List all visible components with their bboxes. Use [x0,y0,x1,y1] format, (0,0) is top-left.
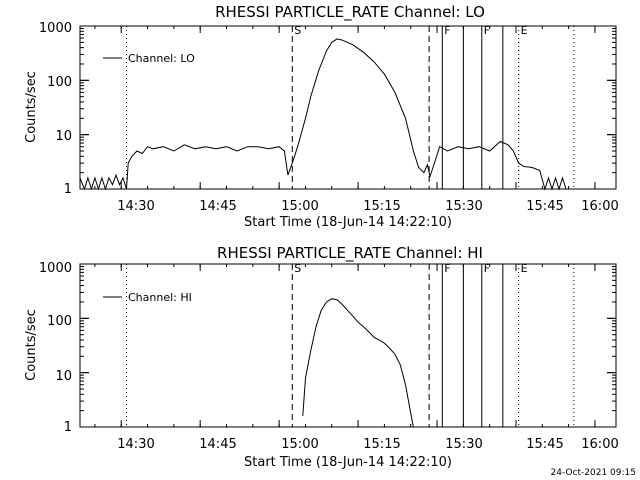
event-marker-label: S [294,262,301,275]
event-marker-label: F [484,24,490,37]
y-tick-label-100: 100 [47,314,72,329]
event-marker-label: S [294,24,301,37]
plot-frame-lo [79,25,617,190]
chart-panel-hi: RHESSI PARTICLE_RATE Channel: HI Counts/… [24,244,619,470]
x-tick-label-1445: 14:45 [199,199,236,214]
y-axis-label-hi: Counts/sec [24,309,39,381]
y-tick-label-1: 1 [64,182,72,197]
y-tick-label-1000: 1000 [39,261,72,276]
legend-label-hi: Channel: HI [128,291,192,304]
series-line [302,298,414,428]
y-tick-label-10: 10 [55,369,72,384]
event-marker-label: E [521,24,528,37]
x-tick-label-1500: 15:00 [281,437,318,452]
x-tick-label-1600: 16:00 [581,437,618,452]
x-tick-label-1515: 15:15 [363,437,400,452]
x-axis-label-lo: Start Time (18-Jun-14 14:22:10) [244,215,452,230]
event-marker-label: F [444,24,450,37]
x-tick-label-1445: 14:45 [199,437,236,452]
generation-timestamp: 24-Oct-2021 09:15 [551,468,636,478]
x-tick-label-1515: 15:15 [363,199,400,214]
x-tick-label-1430: 14:30 [117,437,154,452]
event-marker-label: F [484,262,490,275]
x-tick-label-1430: 14:30 [117,199,154,214]
x-tick-label-1545: 15:45 [526,437,563,452]
chart-title-lo: RHESSI PARTICLE_RATE Channel: LO [215,3,485,22]
plot-frame-hi [79,263,617,428]
x-axis-label-hi: Start Time (18-Jun-14 14:22:10) [244,455,452,470]
event-marker-label: F [444,262,450,275]
legend-hi: Channel: HI [103,291,192,304]
x-tick-label-1500: 15:00 [281,199,318,214]
x-tick-label-1530: 15:30 [445,199,482,214]
x-tick-label-1530: 15:30 [445,437,482,452]
series-line [79,38,567,191]
legend-label-lo: Channel: LO [128,52,195,65]
x-tick-label-1600: 16:00 [581,199,618,214]
y-tick-label-10: 10 [55,129,72,144]
y-tick-label-1000: 1000 [39,21,72,36]
chart-panel-lo: RHESSI PARTICLE_RATE Channel: LO Counts/… [24,3,619,230]
event-marker-label: E [521,262,528,275]
y-tick-label-100: 100 [47,75,72,90]
legend-lo: Channel: LO [103,52,195,65]
y-tick-label-1: 1 [64,420,72,435]
chart-title-hi: RHESSI PARTICLE_RATE Channel: HI [217,244,483,263]
y-axis-label-lo: Counts/sec [24,71,39,143]
x-tick-label-1545: 15:45 [526,199,563,214]
